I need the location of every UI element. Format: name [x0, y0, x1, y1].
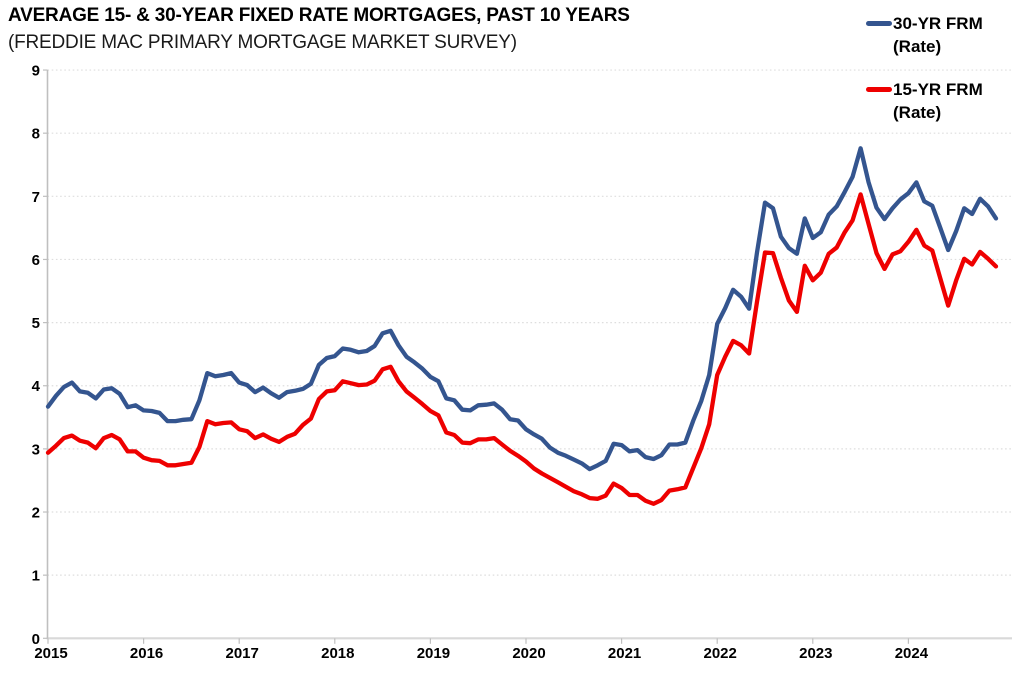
y-tick-label-8: 8: [32, 126, 40, 143]
y-tick-label-6: 6: [32, 252, 40, 269]
y-tick-label-1: 1: [32, 568, 40, 585]
chart-title: AVERAGE 15- & 30-YEAR FIXED RATE MORTGAG…: [8, 5, 630, 26]
x-tick-label-2021: 2021: [608, 645, 641, 662]
chart-subtitle: (FREDDIE MAC PRIMARY MORTGAGE MARKET SUR…: [8, 32, 517, 53]
legend-sublabel-15yr: (Rate): [893, 103, 942, 122]
legend-label-15yr: 15-YR FRM: [893, 80, 983, 99]
title-block: AVERAGE 15- & 30-YEAR FIXED RATE MORTGAG…: [8, 2, 630, 56]
legend-sublabel-30yr: (Rate): [893, 37, 942, 56]
x-tick-label-2020: 2020: [512, 645, 545, 662]
x-tick-label-2016: 2016: [130, 645, 163, 662]
x-tick-label-2024: 2024: [895, 645, 929, 662]
x-tick-label-2023: 2023: [799, 645, 832, 662]
y-tick-label-9: 9: [32, 63, 40, 80]
legend-item-30yr-frm: 30-YR FRM (Rate): [866, 12, 1022, 58]
y-tick-label-5: 5: [32, 315, 40, 332]
x-tick-label-2015: 2015: [34, 645, 67, 662]
legend-item-15yr-frm: 15-YR FRM (Rate): [866, 78, 1022, 124]
x-tick-label-2019: 2019: [417, 645, 450, 662]
x-tick-label-2017: 2017: [226, 645, 259, 662]
series-line-30yr-frm: [45, 146, 999, 472]
y-tick-label-2: 2: [32, 505, 40, 522]
y-tick-label-7: 7: [32, 189, 40, 206]
x-tick-label-2022: 2022: [704, 645, 737, 662]
y-tick-label-0: 0: [32, 631, 40, 648]
legend-15yr-line-swatch-icon: [866, 87, 892, 92]
series-line-15yr-frm: [45, 192, 999, 506]
y-tick-label-4: 4: [32, 378, 41, 395]
legend-label-30yr: 30-YR FRM: [893, 14, 983, 33]
legend: 30-YR FRM (Rate) 15-YR FRM (Rate): [866, 12, 1022, 144]
x-tick-label-2018: 2018: [321, 645, 354, 662]
legend-30yr-line-swatch-icon: [866, 21, 892, 26]
y-tick-label-3: 3: [32, 441, 40, 458]
